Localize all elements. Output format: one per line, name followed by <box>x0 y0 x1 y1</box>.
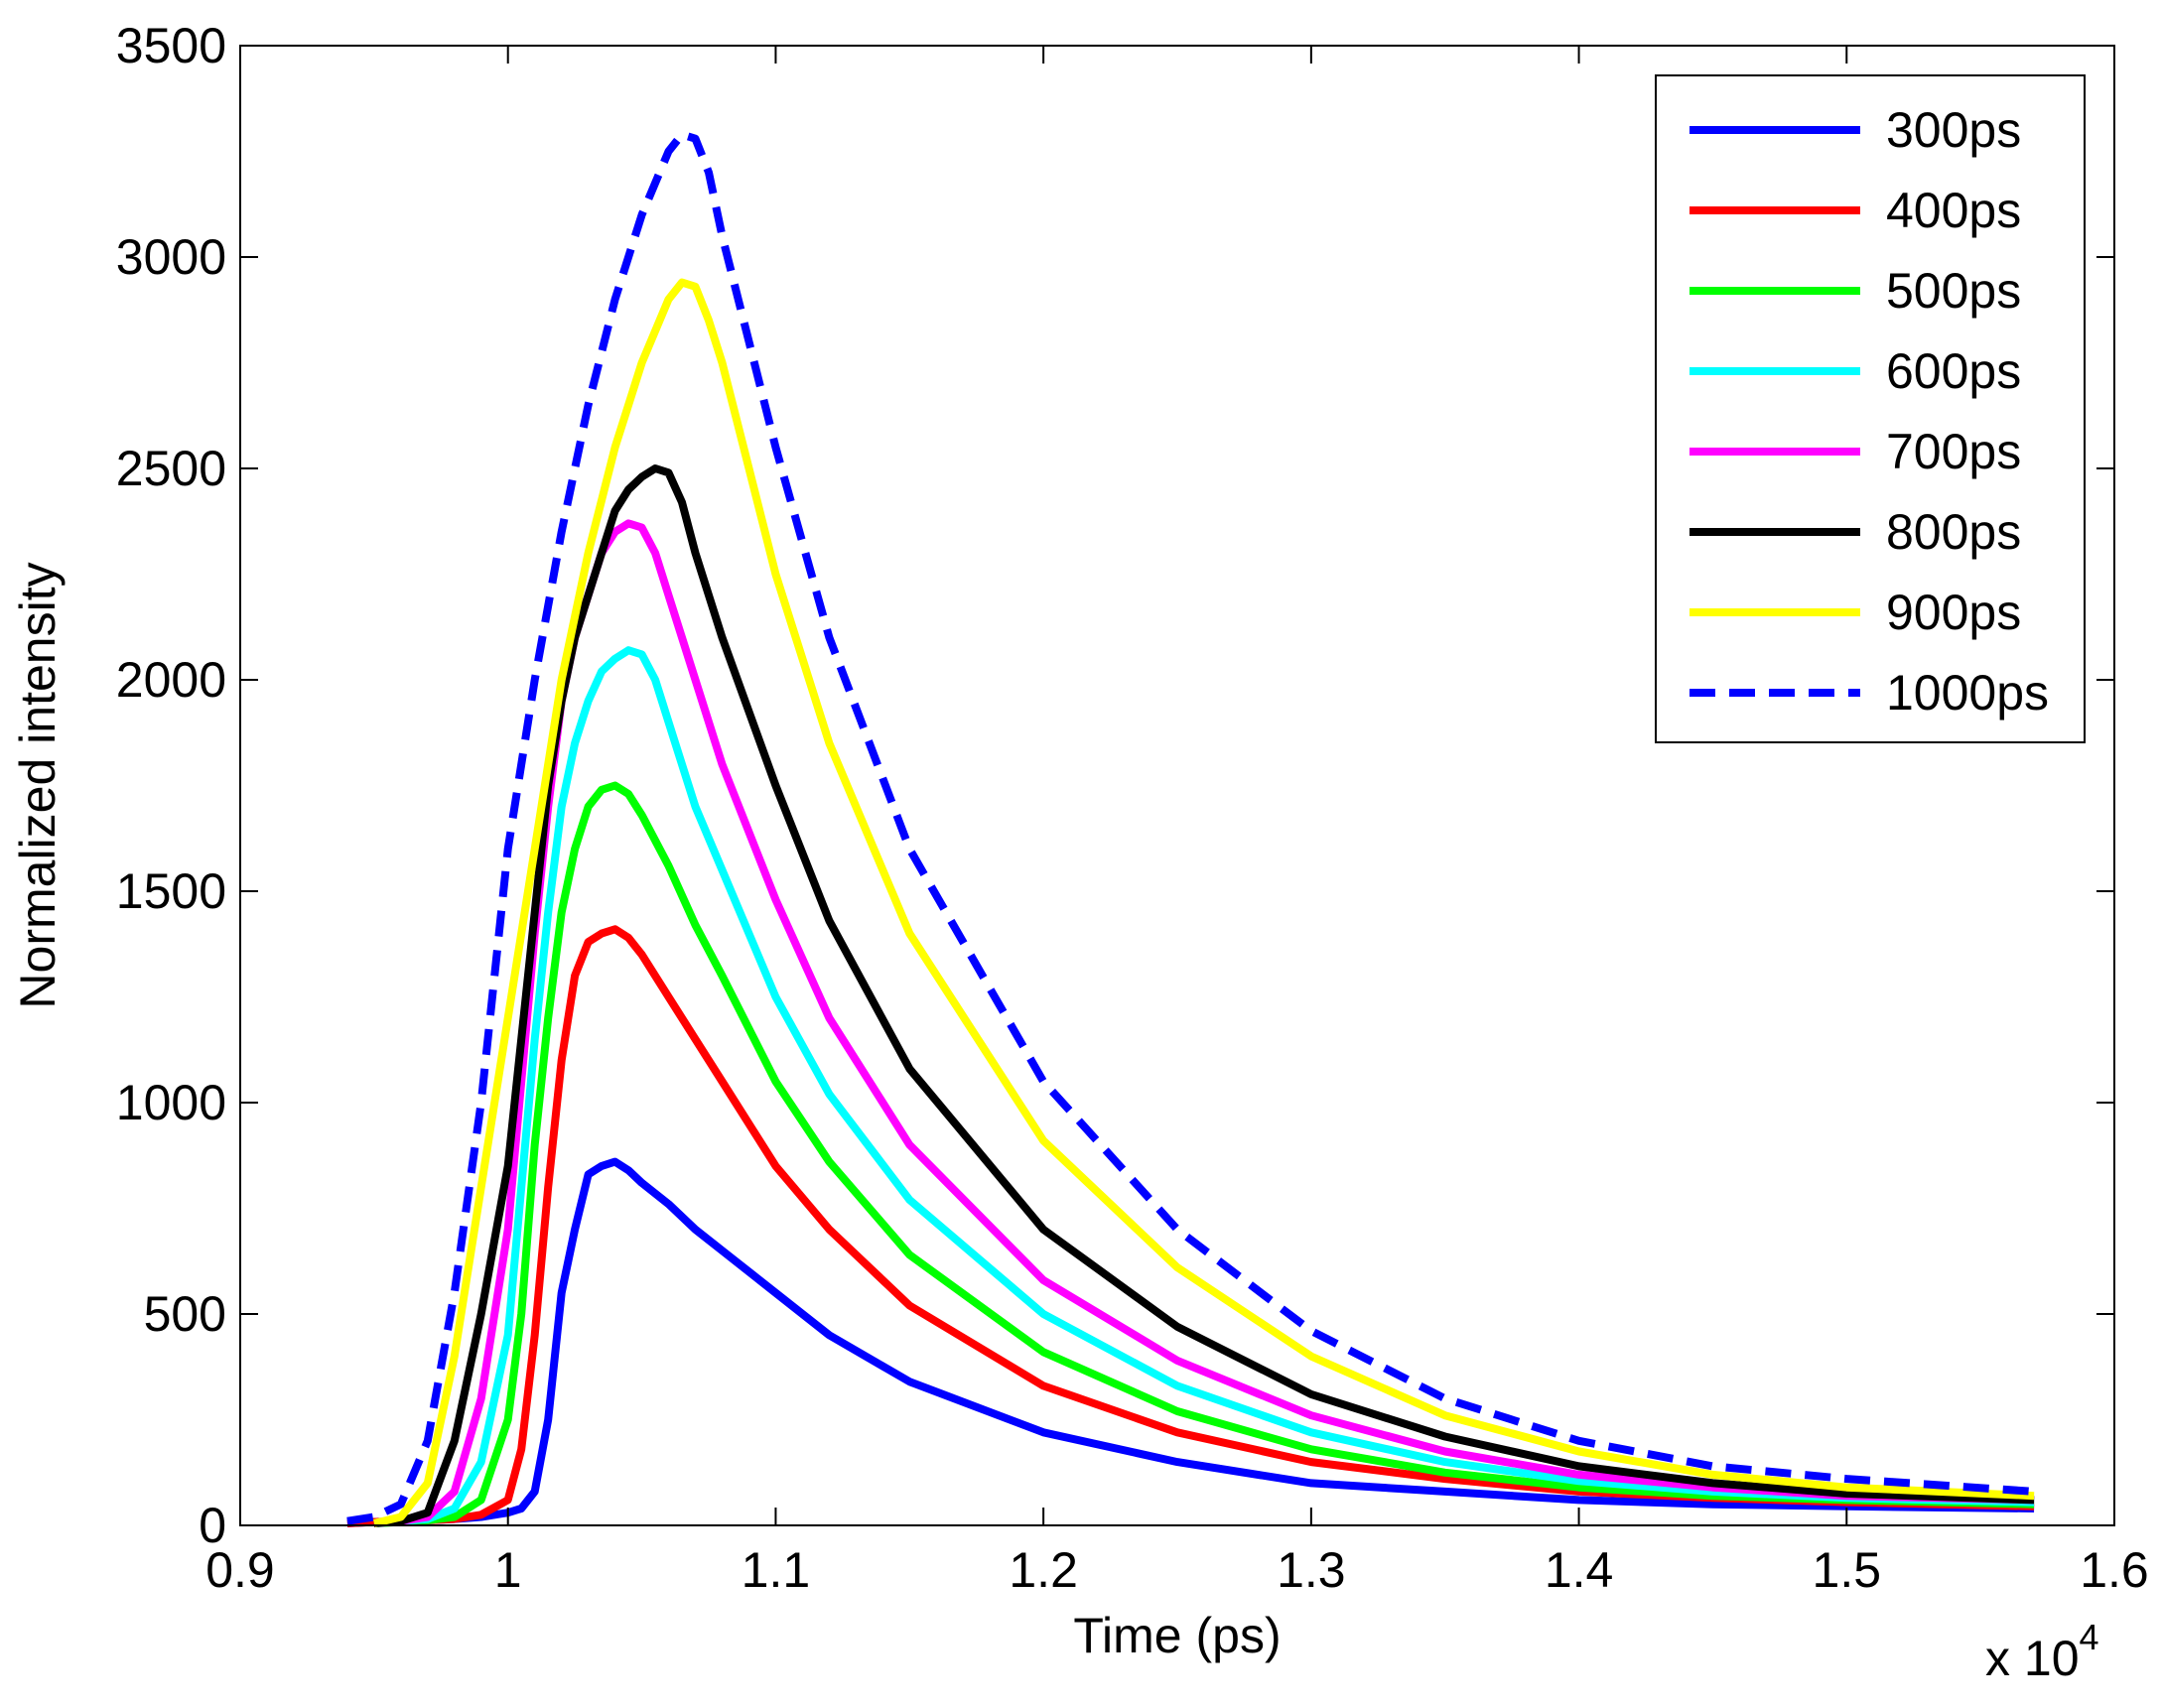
legend-label-700ps: 700ps <box>1886 424 2021 479</box>
y-tick-label: 0 <box>199 1498 226 1553</box>
legend-label-500ps: 500ps <box>1886 263 2021 319</box>
legend-label-400ps: 400ps <box>1886 183 2021 238</box>
x-tick-label: 1.3 <box>1277 1542 1346 1598</box>
x-axis-label: Time (ps) <box>1073 1608 1281 1663</box>
x-tick-label: 1.1 <box>742 1542 811 1598</box>
x-tick-label: 1.2 <box>1009 1542 1078 1598</box>
plot-frame <box>239 45 2115 1526</box>
y-tick-label: 3000 <box>116 229 226 285</box>
x-axis-multiplier: x 104 <box>1985 1617 2099 1686</box>
y-tick-label: 1000 <box>116 1075 226 1130</box>
x-tick-label: 1.6 <box>2080 1542 2149 1598</box>
series-line-600ps <box>373 646 2035 1527</box>
legend-label-900ps: 900ps <box>1886 585 2021 640</box>
y-tick-label: 2000 <box>116 652 226 708</box>
x-tick-label: 1 <box>494 1542 522 1598</box>
x-tick-label: 1.5 <box>1813 1542 1882 1598</box>
series-layer <box>346 130 2035 1527</box>
series-line-500ps <box>373 781 2035 1527</box>
legend-box <box>1655 74 2086 743</box>
series-line-800ps <box>373 464 2035 1527</box>
series-line-1000ps <box>346 130 2035 1525</box>
x-axis-multiplier-exponent: 4 <box>2080 1617 2099 1657</box>
x-tick-label: 0.9 <box>205 1542 275 1598</box>
y-tick-label: 1500 <box>116 863 226 919</box>
x-axis-multiplier-base: x 10 <box>1985 1631 2080 1686</box>
y-tick-label: 3500 <box>116 18 226 73</box>
series-line-400ps <box>346 925 2035 1527</box>
legend-label-600ps: 600ps <box>1886 343 2021 399</box>
series-line-700ps <box>373 519 2035 1527</box>
series-line-900ps <box>372 278 2035 1527</box>
x-tick-label: 1.4 <box>1545 1542 1614 1598</box>
legend-label-300ps: 300ps <box>1886 102 2021 158</box>
y-tick-label: 2500 <box>116 441 226 496</box>
y-axis-label: Normalized intensity <box>10 562 66 1008</box>
ticks-layer: 0.9 1 1.1 1.2 1.3 1.4 1.5 1.6 0 500 1000 1500 2000 25… <box>116 18 2149 1598</box>
legend-label-800ps: 800ps <box>1886 504 2021 560</box>
legend-label-1000ps: 1000ps <box>1886 665 2049 721</box>
y-tick-label: 500 <box>144 1286 226 1342</box>
legend: 300ps 400ps 500ps 600ps 700ps 800ps 900ps 1000p… <box>1655 74 2086 743</box>
